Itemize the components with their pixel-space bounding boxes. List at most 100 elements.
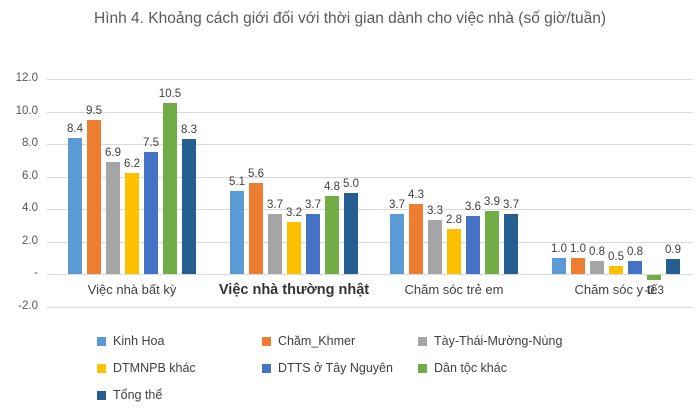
- bar: [666, 259, 680, 274]
- gridline: [47, 241, 693, 243]
- legend-item: DTTS ở Tây Nguyên: [262, 361, 418, 375]
- legend-label: Dân tộc khác: [434, 361, 507, 375]
- legend-label: DTMNPB khác: [113, 361, 196, 375]
- bar: [428, 220, 442, 274]
- y-axis-tick-label: 8.0: [22, 137, 38, 149]
- bar-value-label: 9.5: [86, 104, 102, 117]
- legend-swatch: [97, 336, 106, 346]
- bar: [306, 213, 320, 274]
- bar-value-label: 8.3: [181, 124, 197, 137]
- category-label: Chăm sóc y tế: [574, 282, 658, 297]
- bar: [268, 213, 282, 274]
- bar-value-label: 6.9: [105, 146, 121, 159]
- legend-label: Tổng thể: [113, 388, 163, 402]
- legend-item: Chăm_Khmer: [262, 334, 418, 348]
- category-label: Chăm sóc trẻ em: [404, 282, 504, 297]
- bar-value-label: 7.5: [143, 137, 159, 150]
- bar-value-label: 3.7: [267, 198, 283, 211]
- bar-value-label: 0.8: [589, 246, 605, 258]
- bar-value-label: 3.7: [503, 198, 519, 211]
- bar-value-label: 6.2: [124, 158, 140, 171]
- y-axis-tick-label: -2.0: [18, 299, 38, 312]
- bar-value-label: 4.8: [324, 181, 340, 193]
- bar-value-label: 3.6: [465, 200, 481, 213]
- bar: [182, 139, 196, 274]
- bar: [552, 257, 566, 274]
- bar: [628, 261, 642, 274]
- legend-item: DTMNPB khác: [97, 361, 262, 375]
- gridline: [47, 79, 693, 80]
- legend-item: Dân tộc khác: [418, 361, 562, 375]
- bar: [249, 183, 263, 274]
- bar: [144, 152, 158, 274]
- bar-value-label: 0.9: [665, 244, 681, 257]
- bar-value-label: 3.3: [427, 205, 443, 218]
- bar-value-label: 10.5: [158, 88, 182, 101]
- bar: [230, 191, 244, 274]
- bar-value-label: 5.0: [343, 177, 359, 190]
- bar: [344, 192, 358, 274]
- legend-label: Tày-Thái-Mường-Nùng: [434, 334, 563, 348]
- bar-value-label: 1.0: [570, 242, 586, 255]
- legend-label: DTTS ở Tây Nguyên: [278, 361, 393, 375]
- y-axis-tick-label: 4.0: [22, 202, 38, 214]
- legend-swatch: [97, 390, 106, 400]
- y-axis-tick-label: 12.0: [15, 72, 38, 84]
- bar: [68, 137, 82, 274]
- legend-item: Tổng thể: [97, 388, 262, 402]
- bar-value-label: 8.4: [67, 122, 83, 135]
- bar: [325, 196, 339, 274]
- bar-value-label: 1.0: [551, 242, 567, 255]
- y-axis-tick-label: 10.0: [15, 104, 38, 117]
- y-axis-tick-label: 6.0: [22, 169, 38, 182]
- bar: [87, 119, 101, 274]
- legend-swatch: [262, 363, 271, 373]
- legend-swatch: [418, 336, 427, 346]
- category-label: Việc nhà bất kỳ: [87, 282, 177, 297]
- bar: [409, 204, 423, 274]
- bar: [106, 161, 120, 274]
- gridline: [47, 274, 693, 275]
- bar: [485, 210, 499, 274]
- bar: [163, 103, 177, 274]
- gridline: [47, 144, 693, 145]
- bar: [287, 222, 301, 274]
- bar-value-label: 3.7: [305, 198, 321, 211]
- bar-value-label: 4.3: [408, 189, 424, 202]
- gridline: [47, 209, 693, 210]
- gridline: [47, 306, 693, 308]
- bar: [590, 261, 604, 274]
- bar: [447, 228, 461, 274]
- legend-swatch: [418, 363, 427, 373]
- legend: Kinh Hoa Chăm_Khmer Tày-Thái-Mường-Nùng DTM…: [97, 334, 562, 402]
- bar-value-label: 0.5: [608, 250, 624, 263]
- bar-value-label: 0.8: [627, 246, 643, 258]
- legend-item: Kinh Hoa: [97, 334, 262, 348]
- bar: [571, 257, 585, 274]
- bar-value-label: 3.2: [286, 207, 302, 219]
- bar: [125, 173, 139, 274]
- gridline: [47, 111, 693, 113]
- y-axis-tick-label: -: [34, 267, 38, 279]
- bar-value-label: -0.3: [644, 284, 664, 297]
- bar: [647, 275, 661, 280]
- category-label: Việc nhà thường nhật: [218, 282, 370, 298]
- chart-title: Hình 4. Khoảng cách giới đối với thời gi…: [94, 10, 606, 27]
- bar-value-label: 3.7: [389, 198, 405, 211]
- bar-value-label: 5.6: [248, 168, 264, 180]
- legend-label: Chăm_Khmer: [278, 334, 356, 348]
- bar: [504, 213, 518, 274]
- legend-label: Kinh Hoa: [113, 334, 165, 348]
- bar-value-label: 3.9: [484, 195, 500, 208]
- y-axis-tick-label: 2.0: [22, 234, 38, 247]
- legend-swatch: [262, 336, 271, 346]
- legend-item: Tày-Thái-Mường-Nùng: [418, 334, 562, 348]
- bar: [609, 265, 623, 274]
- bar: [390, 213, 404, 274]
- gridline: [47, 176, 693, 178]
- legend-swatch: [97, 363, 106, 373]
- bar-value-label: 2.8: [446, 213, 462, 226]
- bar: [466, 215, 480, 274]
- bar-value-label: 5.1: [229, 176, 245, 189]
